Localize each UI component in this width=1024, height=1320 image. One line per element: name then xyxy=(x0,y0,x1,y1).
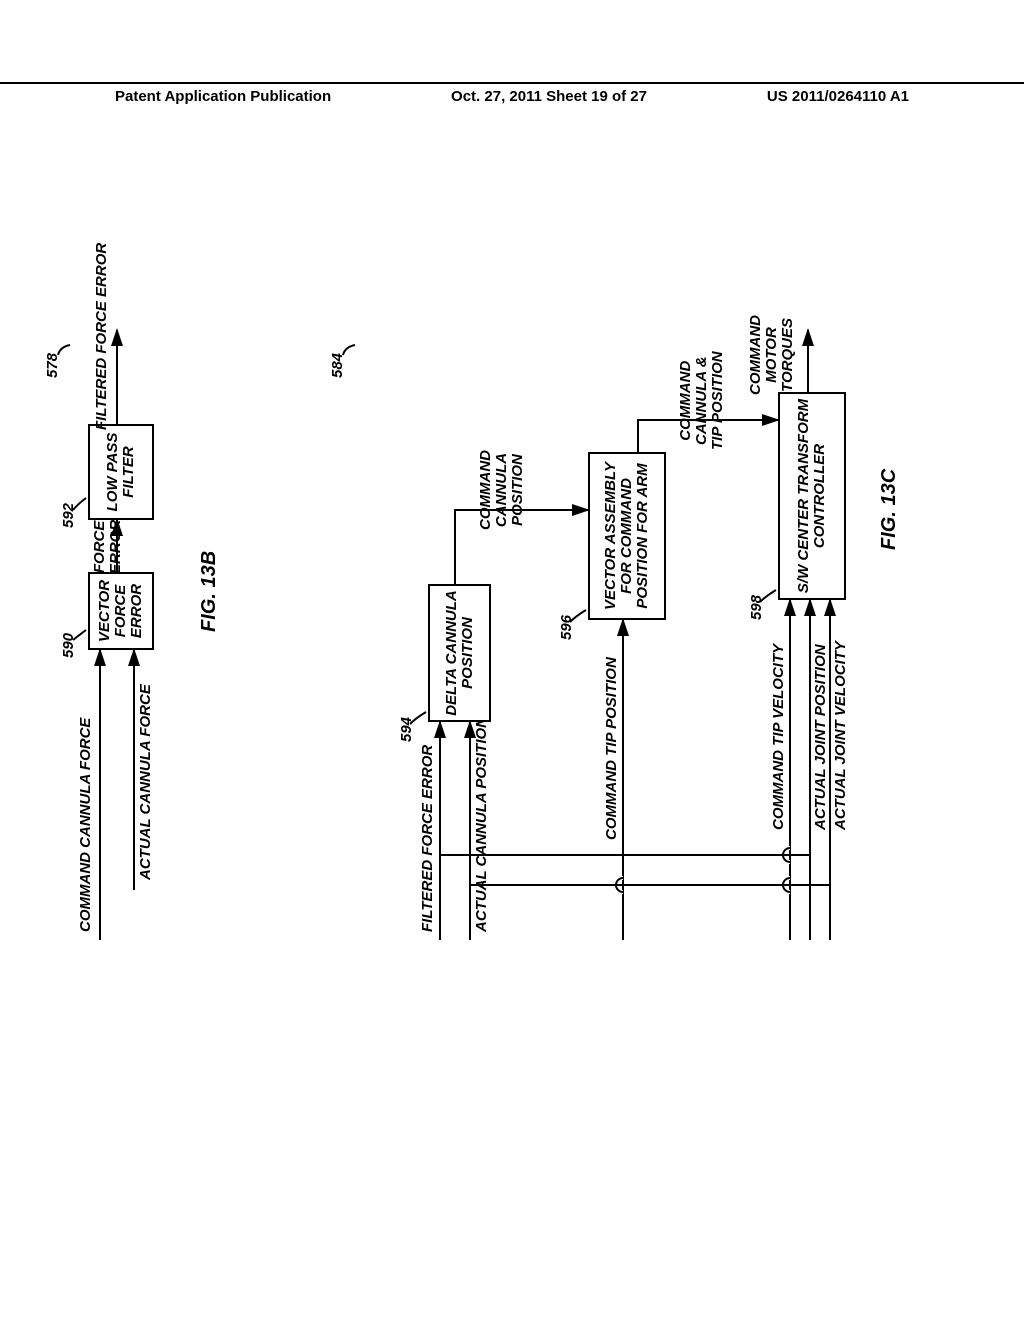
ref-592: 592 xyxy=(60,503,77,528)
header-row: Patent Application Publication Oct. 27, … xyxy=(0,84,1024,105)
box-delta-cannula-position: DELTA CANNULA POSITION xyxy=(428,584,491,722)
header-center: Oct. 27, 2011 Sheet 19 of 27 xyxy=(451,88,647,105)
header-left: Patent Application Publication xyxy=(115,88,331,105)
label-command-motor-torques: COMMAND MOTOR TORQUES xyxy=(748,315,795,395)
box-vector-force-error: VECTOR FORCE ERROR xyxy=(88,572,154,650)
label-actual-joint-position: ACTUAL JOINT POSITION xyxy=(813,644,829,830)
header-right: US 2011/0264110 A1 xyxy=(767,88,909,105)
ref-578: 578 xyxy=(44,353,61,378)
label-filtered-force-error-in: FILTERED FORCE ERROR xyxy=(420,745,436,932)
caption-fig13c: FIG. 13C xyxy=(878,469,901,550)
label-command-tip-velocity: COMMAND TIP VELOCITY xyxy=(771,644,787,830)
ref-584: 584 xyxy=(329,353,346,378)
label-actual-joint-velocity: ACTUAL JOINT VELOCITY xyxy=(833,641,849,830)
ref-590: 590 xyxy=(60,633,77,658)
label-actual-cannula-position: ACTUAL CANNULA POSITION xyxy=(474,717,490,932)
caption-fig13b: FIG. 13B xyxy=(198,551,221,632)
ref-596: 596 xyxy=(558,615,575,640)
label-command-cannula-position: COMMAND CANNULA POSITION xyxy=(478,450,525,530)
label-force-error: FORCE ERROR xyxy=(92,520,124,574)
box-vector-assembly: VECTOR ASSEMBLY FOR COMMAND POSITION FOR… xyxy=(588,452,666,620)
header-rule: Patent Application Publication Oct. 27, … xyxy=(0,82,1024,110)
diagram-area: 578 COMMAND CANNULA FORCE ACTUAL CANNULA… xyxy=(38,325,923,950)
ref-594: 594 xyxy=(398,717,415,742)
label-filtered-force-error-out: FILTERED FORCE ERROR xyxy=(94,243,110,430)
box-lowpass-filter: LOW PASS FILTER xyxy=(88,424,154,520)
label-actual-cannula-force: ACTUAL CANNULA FORCE xyxy=(138,684,154,880)
label-command-tip-position: COMMAND TIP POSITION xyxy=(604,657,620,840)
page: Patent Application Publication Oct. 27, … xyxy=(0,0,1024,1320)
ref-598: 598 xyxy=(748,595,765,620)
label-command-cannula-tip-position: COMMAND CANNULA & TIP POSITION xyxy=(678,351,725,450)
box-sw-center-transform: S/W CENTER TRANSFORM CONTROLLER xyxy=(778,392,846,600)
label-cmd-cannula-force: COMMAND CANNULA FORCE xyxy=(78,718,94,932)
